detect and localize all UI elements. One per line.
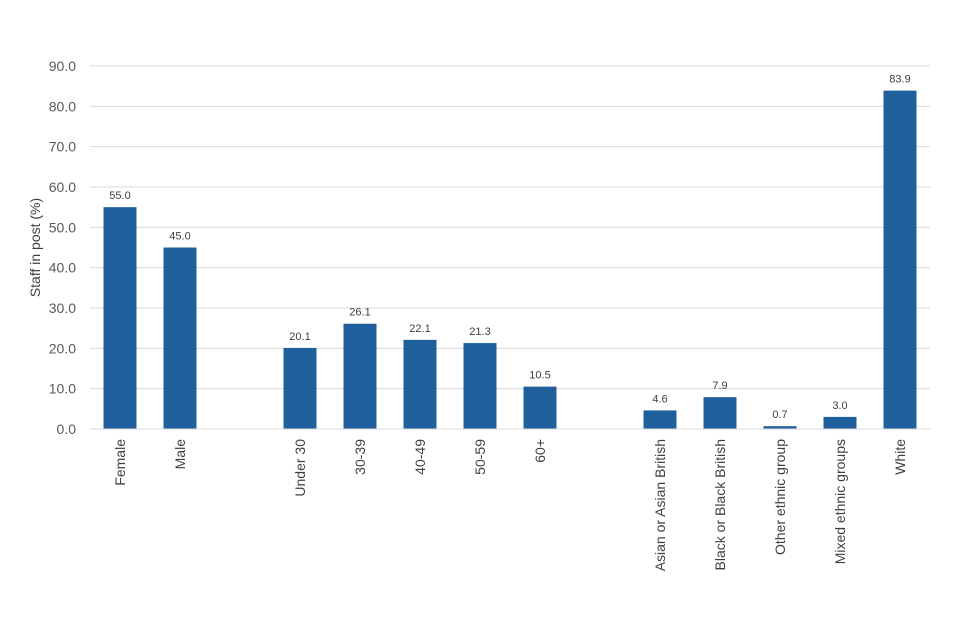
bar bbox=[823, 416, 857, 429]
bar bbox=[463, 343, 497, 429]
y-tick-label: 70.0 bbox=[49, 139, 76, 155]
x-tick-label: 60+ bbox=[532, 439, 548, 463]
data-label: 83.9 bbox=[889, 74, 910, 86]
y-tick-label: 10.0 bbox=[49, 381, 76, 397]
y-tick-label: 0.0 bbox=[57, 421, 77, 437]
data-label: 7.9 bbox=[712, 380, 727, 392]
data-label: 45.0 bbox=[169, 231, 190, 243]
data-label: 3.0 bbox=[832, 400, 847, 412]
y-axis-ticks: 0.0 10.0 20.0 30.0 40.0 50.0 60.0 70.0 80.0 90.0 bbox=[49, 58, 76, 437]
data-label: 26.1 bbox=[349, 307, 370, 319]
bar bbox=[103, 207, 137, 429]
x-tick-label: 50-59 bbox=[472, 439, 488, 475]
gridlines bbox=[90, 65, 930, 390]
bars bbox=[103, 90, 917, 429]
x-tick-label: Male bbox=[172, 439, 188, 470]
x-tick-label: Asian or Asian British bbox=[652, 439, 668, 571]
x-tick-label: Female bbox=[112, 439, 128, 486]
data-label: 20.1 bbox=[289, 331, 310, 343]
y-axis-title: Staff in post (%) bbox=[27, 198, 43, 297]
y-tick-label: 20.0 bbox=[49, 340, 76, 356]
x-tick-label: 40-49 bbox=[412, 439, 428, 475]
y-tick-label: 80.0 bbox=[49, 98, 76, 114]
y-tick-label: 30.0 bbox=[49, 300, 76, 316]
bar bbox=[763, 426, 797, 429]
x-tick-label: Mixed ethnic groups bbox=[832, 439, 848, 564]
bar bbox=[343, 323, 377, 429]
x-tick-label: Under 30 bbox=[292, 439, 308, 497]
y-tick-label: 60.0 bbox=[49, 179, 76, 195]
x-tick-label: Other ethnic group bbox=[772, 439, 788, 555]
data-label: 10.5 bbox=[529, 370, 550, 382]
data-label: 0.7 bbox=[772, 409, 787, 421]
data-labels: 55.0 45.0 20.1 26.1 22.1 21.3 10.5 4.6 7.9 0.7 3.0… bbox=[109, 74, 910, 422]
bar bbox=[163, 247, 197, 429]
data-label: 55.0 bbox=[109, 190, 130, 202]
bar bbox=[703, 397, 737, 429]
x-tick-label: Black or Black British bbox=[712, 439, 728, 570]
data-label: 21.3 bbox=[469, 326, 490, 338]
y-tick-label: 50.0 bbox=[49, 219, 76, 235]
bar bbox=[883, 90, 917, 429]
x-axis-ticks: Female Male Under 30 30-39 40-49 50-59 60+ Asia… bbox=[112, 439, 908, 572]
data-label: 22.1 bbox=[409, 323, 430, 335]
y-tick-label: 40.0 bbox=[49, 260, 76, 276]
x-tick-label: White bbox=[892, 439, 908, 475]
x-tick-label: 30-39 bbox=[352, 439, 368, 475]
y-tick-label: 90.0 bbox=[49, 58, 76, 74]
bar bbox=[643, 410, 677, 429]
bar bbox=[523, 386, 557, 429]
data-label: 4.6 bbox=[652, 393, 667, 405]
bar bbox=[283, 347, 317, 429]
bar bbox=[403, 339, 437, 429]
